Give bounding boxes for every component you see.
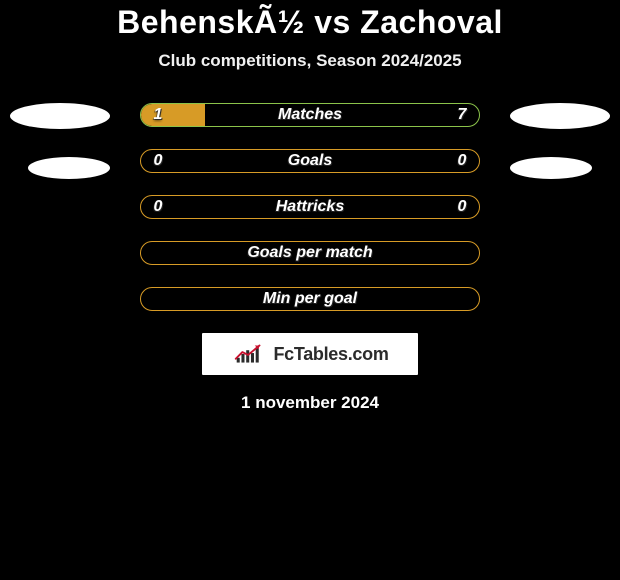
- stat-row-text: 0Hattricks0: [141, 196, 479, 218]
- player-avatar-right-secondary: [510, 157, 592, 179]
- stat-row-text: 0Goals0: [141, 150, 479, 172]
- stat-label: Hattricks: [165, 198, 455, 216]
- stat-row: 0Hattricks0: [140, 195, 480, 219]
- stat-row: Min per goal: [140, 287, 480, 311]
- footer-date: 1 november 2024: [0, 393, 620, 413]
- stat-left-value: 0: [151, 198, 165, 216]
- stat-row-text: Min per goal: [141, 288, 479, 310]
- stat-label: Min per goal: [165, 290, 455, 308]
- stat-right-value: 0: [455, 152, 469, 170]
- comparison-infographic: BehenskÃ½ vs Zachoval Club competitions,…: [0, 0, 620, 580]
- stat-row-text: Goals per match: [141, 242, 479, 264]
- stat-bars: 1Matches70Goals00Hattricks0Goals per mat…: [140, 103, 480, 311]
- stat-left-value: 0: [151, 152, 165, 170]
- stat-right-value: 7: [455, 106, 469, 124]
- comparison-body: 1Matches70Goals00Hattricks0Goals per mat…: [0, 103, 620, 413]
- fctables-icon: [231, 342, 269, 366]
- player-avatar-right-primary: [510, 103, 610, 129]
- stat-row: 0Goals0: [140, 149, 480, 173]
- stat-row: Goals per match: [140, 241, 480, 265]
- stat-label: Goals per match: [165, 244, 455, 262]
- stat-label: Goals: [165, 152, 455, 170]
- branding-text: FcTables.com: [273, 344, 388, 365]
- page-title: BehenskÃ½ vs Zachoval: [0, 0, 620, 41]
- stat-right-value: 0: [455, 198, 469, 216]
- stat-label: Matches: [165, 106, 455, 124]
- stat-row: 1Matches7: [140, 103, 480, 127]
- page-subtitle: Club competitions, Season 2024/2025: [0, 51, 620, 71]
- stat-left-value: 1: [151, 106, 165, 124]
- branding-logo: FcTables.com: [202, 333, 418, 375]
- player-avatar-left-secondary: [28, 157, 110, 179]
- player-avatar-left-primary: [10, 103, 110, 129]
- stat-row-text: 1Matches7: [141, 104, 479, 126]
